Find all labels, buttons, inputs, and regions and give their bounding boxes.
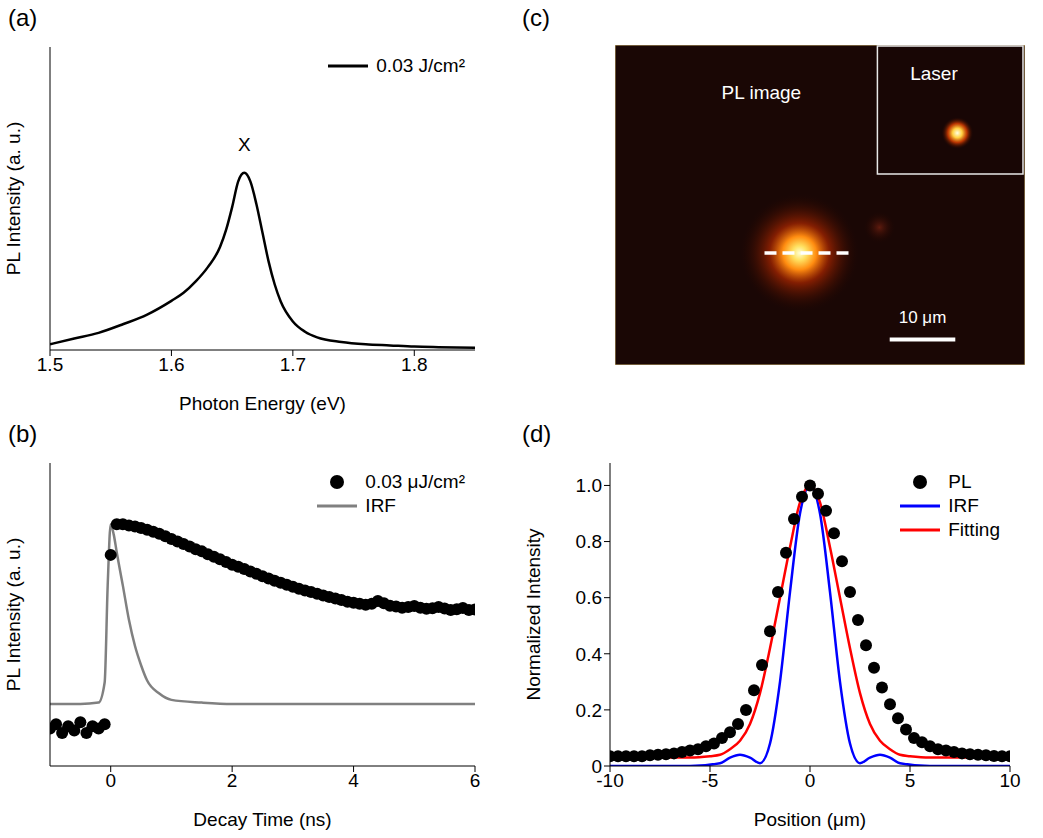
html-text:0.03 μJ/cm²: 0.03 μJ/cm² (365, 471, 465, 492)
svg-text:6: 6 (470, 770, 481, 791)
svg-text:Photon Energy (eV): Photon Energy (eV) (179, 393, 346, 414)
svg-text:PL Intensity (a. u.): PL Intensity (a. u.) (3, 538, 24, 691)
svg-text:Decay Time (ns): Decay Time (ns) (193, 809, 331, 830)
svg-text:-10: -10 (596, 770, 624, 792)
svg-text:1.8: 1.8 (401, 354, 427, 375)
svg-text:PL image: PL image (722, 82, 802, 103)
html-text:IRF: IRF (948, 495, 979, 516)
svg-text:PL Intensity (a. u.): PL Intensity (a. u.) (3, 122, 24, 275)
svg-text:10: 10 (999, 770, 1020, 791)
svg-text:0.6: 0.6 (576, 587, 602, 608)
html-text:Fitting: Fitting (948, 519, 1000, 540)
html-text:(b): (b) (8, 420, 38, 447)
svg-text:0: 0 (805, 770, 816, 791)
svg-text:1.7: 1.7 (280, 354, 306, 375)
svg-text:Position (μm): Position (μm) (754, 809, 866, 830)
svg-text:1.0: 1.0 (576, 475, 602, 496)
svg-text:Laser: Laser (910, 63, 958, 84)
html-text:IRF: IRF (365, 495, 396, 516)
html-text:0.03 J/cm²: 0.03 J/cm² (376, 55, 465, 76)
html-text:(c): (c) (522, 4, 550, 31)
html-text:(d): (d) (522, 420, 552, 447)
svg-text:2: 2 (227, 770, 238, 791)
svg-text:5: 5 (905, 770, 916, 791)
svg-text:-5: -5 (702, 770, 719, 791)
svg-text:0.8: 0.8 (576, 531, 602, 552)
html-text:PL: PL (948, 471, 972, 492)
svg-text:X: X (238, 134, 251, 155)
svg-text:0: 0 (105, 770, 116, 791)
svg-text:0.2: 0.2 (576, 700, 602, 721)
svg-text:Normalized Intensity: Normalized Intensity (523, 528, 544, 701)
svg-text:0.4: 0.4 (576, 644, 603, 665)
svg-text:4: 4 (348, 770, 359, 791)
svg-text:10 μm: 10 μm (899, 308, 947, 327)
svg-text:1.5: 1.5 (37, 354, 63, 375)
svg-text:0: 0 (591, 756, 602, 777)
svg-text:1.6: 1.6 (158, 354, 184, 375)
html-text:(a): (a) (8, 4, 38, 31)
